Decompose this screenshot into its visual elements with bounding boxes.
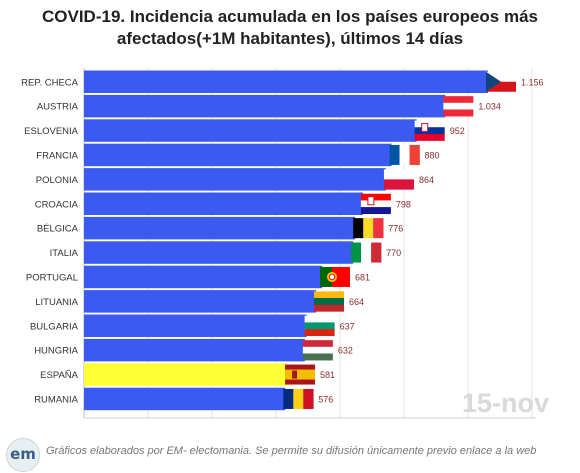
value-label: 776 bbox=[388, 224, 403, 234]
value-label: 1.034 bbox=[478, 102, 501, 112]
bar bbox=[84, 168, 386, 191]
italy-flag-icon bbox=[351, 242, 382, 263]
chart-title-line-1: COVID-19. Incidencia acumulada en los pa… bbox=[41, 7, 538, 26]
belgium-flag-icon bbox=[353, 218, 384, 239]
date-stamp: 15-nov bbox=[462, 388, 550, 418]
bar-highlight bbox=[84, 363, 288, 386]
value-label: 1.156 bbox=[521, 77, 544, 87]
bar-row-12: HUNGRIA 632 bbox=[34, 338, 353, 362]
bar bbox=[84, 94, 446, 118]
value-label: 770 bbox=[386, 248, 401, 258]
category-label: BÉLGICA bbox=[37, 224, 79, 235]
bar-row-11: BULGARIA 637 bbox=[30, 314, 355, 337]
bar bbox=[84, 70, 488, 93]
bar-row-1: REP. CHECA 1.156 bbox=[21, 70, 544, 93]
bar-row-9: PORTUGAL 681 bbox=[26, 265, 370, 289]
chart-title: COVID-19. Incidencia acumulada en los pa… bbox=[0, 6, 580, 50]
bar bbox=[84, 290, 317, 313]
bar bbox=[84, 216, 356, 240]
hungary-flag-icon bbox=[302, 340, 333, 361]
portugal-flag-icon bbox=[319, 266, 350, 287]
bar-row-7: BÉLGICA 776 bbox=[37, 216, 403, 240]
category-label: PORTUGAL bbox=[26, 272, 78, 283]
value-label: 880 bbox=[425, 150, 440, 160]
bar bbox=[84, 119, 417, 142]
bar-row-2: AUSTRIA 1.034 bbox=[37, 94, 501, 118]
lithuania-flag-icon bbox=[314, 291, 345, 312]
category-label: HUNGRIA bbox=[34, 346, 78, 357]
bulgaria-flag-icon bbox=[304, 315, 335, 337]
value-label: 864 bbox=[419, 175, 434, 185]
poland-flag-icon bbox=[383, 169, 414, 190]
bar-row-10: LITUANIA 664 bbox=[35, 290, 364, 313]
austria-flag-icon bbox=[443, 96, 474, 117]
czech-flag-icon bbox=[486, 71, 516, 92]
bar-chart: REP. CHECA 1.156 AUSTRIA 1.034 ESLOVENIA 952 F… bbox=[21, 68, 544, 419]
chart-title-line-2: afectados(+1M habitantes), últimos 14 dí… bbox=[116, 29, 464, 48]
bar bbox=[84, 143, 392, 167]
romania-flag-icon bbox=[283, 388, 314, 409]
bar-row-5: POLONIA 864 bbox=[36, 168, 434, 191]
category-label: RUMANIA bbox=[34, 394, 78, 405]
value-label: 664 bbox=[349, 297, 364, 307]
value-label: 576 bbox=[318, 394, 333, 404]
bar bbox=[84, 192, 363, 215]
category-label: ITALIA bbox=[50, 248, 79, 259]
bar-row-6: CROACIA 798 bbox=[35, 192, 411, 215]
croatia-flag-icon bbox=[360, 193, 391, 215]
bar-row-14: RUMANIA 576 bbox=[34, 387, 333, 411]
value-label: 637 bbox=[340, 321, 355, 331]
value-label: 581 bbox=[320, 370, 335, 380]
slovenia-flag-icon bbox=[414, 120, 445, 141]
bar-row-13: ESPAÑA 581 bbox=[40, 363, 335, 386]
category-label: REP. CHECA bbox=[21, 77, 79, 88]
bar-row-8: ITALIA 770 bbox=[50, 241, 401, 264]
bar bbox=[84, 241, 354, 264]
category-label: AUSTRIA bbox=[37, 102, 79, 113]
value-label: 632 bbox=[338, 346, 353, 356]
electomania-logo: em bbox=[6, 438, 40, 472]
bar bbox=[84, 387, 286, 411]
category-label: LITUANIA bbox=[35, 297, 78, 308]
category-label: CROACIA bbox=[35, 199, 79, 210]
france-flag-icon bbox=[389, 144, 420, 165]
category-label: POLONIA bbox=[36, 175, 79, 186]
category-label: FRANCIA bbox=[36, 150, 78, 161]
bar bbox=[84, 265, 322, 289]
value-label: 952 bbox=[450, 126, 465, 136]
value-label: 798 bbox=[396, 199, 411, 209]
category-label: BULGARIA bbox=[30, 321, 79, 332]
category-label: ESLOVENIA bbox=[24, 126, 79, 137]
bar-row-4: FRANCIA 880 bbox=[36, 143, 440, 167]
footer: em Gráficos elaborados por EM- electoman… bbox=[0, 436, 580, 473]
category-label: ESPAÑA bbox=[40, 370, 79, 381]
bar bbox=[84, 314, 307, 337]
spain-flag-icon bbox=[285, 364, 316, 385]
bar-row-3: ESLOVENIA 952 bbox=[24, 119, 465, 142]
source-note: Gráficos elaborados por EM- electomania.… bbox=[46, 445, 537, 457]
value-label: 681 bbox=[355, 272, 370, 282]
bar bbox=[84, 338, 305, 362]
